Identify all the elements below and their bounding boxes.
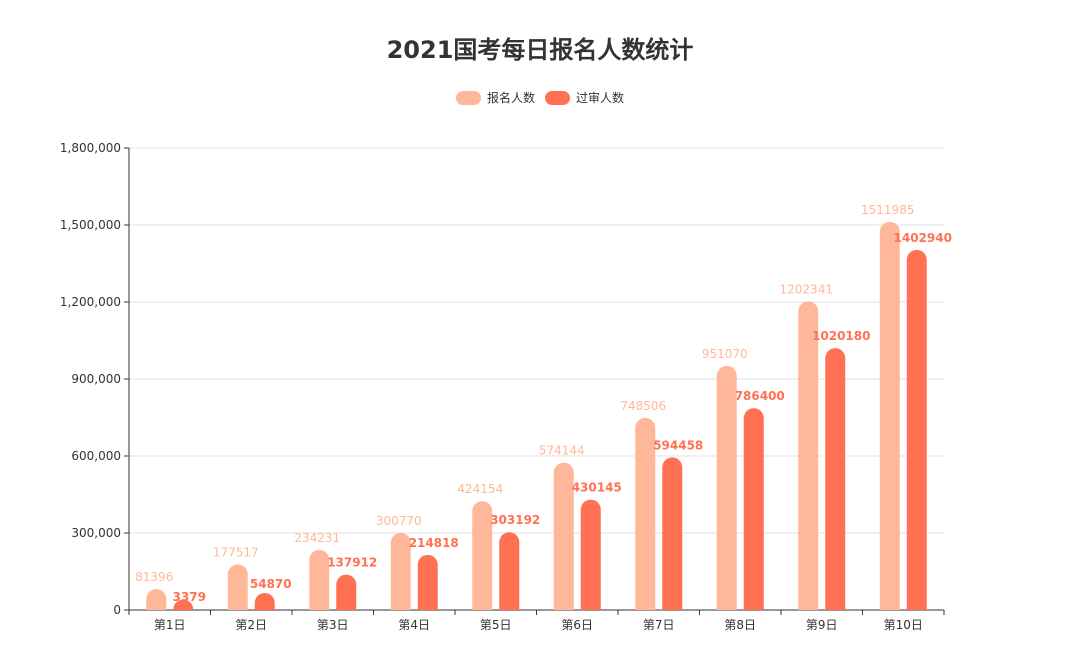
x-tick-label: 第8日 — [724, 618, 756, 632]
legend-item-series-0[interactable]: 报名人数 — [455, 89, 535, 106]
legend-swatch — [545, 90, 570, 105]
bar-registered — [227, 564, 248, 610]
bar-approved — [906, 249, 927, 610]
bar-registered — [472, 501, 493, 610]
bar-approved — [417, 554, 438, 610]
legend: 报名人数 过审人数 — [0, 89, 1080, 106]
data-label: 300770 — [376, 514, 422, 528]
data-label: 574144 — [539, 444, 585, 458]
bar-registered — [879, 221, 900, 611]
x-tick-label: 第10日 — [884, 618, 923, 632]
data-label: 786400 — [735, 389, 785, 403]
data-label: 424154 — [457, 482, 503, 496]
bar-registered — [635, 417, 656, 610]
x-tick-label: 第9日 — [806, 618, 838, 632]
bar-registered — [798, 301, 819, 610]
legend-item-series-1[interactable]: 过审人数 — [545, 89, 624, 106]
data-label: 137912 — [327, 556, 377, 570]
data-label: 54870 — [250, 577, 292, 591]
legend-label: 过审人数 — [576, 91, 625, 105]
data-label: 748506 — [620, 399, 666, 413]
bar-approved — [499, 532, 520, 610]
chart-title: 2021国考每日报名人数统计 — [386, 36, 694, 64]
data-label: 214818 — [409, 536, 459, 550]
x-tick-label: 第4日 — [398, 618, 430, 632]
data-label: 234231 — [294, 531, 340, 545]
bar-approved — [254, 592, 275, 610]
y-tick-label: 0 — [113, 603, 121, 617]
data-label: 1202341 — [780, 282, 833, 296]
y-tick-label: 900,000 — [71, 372, 121, 386]
y-tick-label: 1,200,000 — [60, 295, 121, 309]
y-tick-label: 300,000 — [71, 526, 121, 540]
x-tick-label: 第3日 — [317, 618, 349, 632]
x-tick-label: 第7日 — [643, 618, 675, 632]
data-label: 3379 — [173, 590, 206, 604]
data-label: 951070 — [702, 347, 748, 361]
bar-approved — [336, 574, 357, 610]
bar-approved — [173, 599, 194, 610]
legend-label: 报名人数 — [486, 91, 535, 105]
x-tick-label: 第5日 — [480, 618, 512, 632]
bar-approved — [825, 348, 846, 610]
data-label: 303192 — [490, 513, 540, 527]
bar-approved — [743, 408, 764, 610]
x-tick-label: 第1日 — [154, 618, 186, 632]
bar-approved — [662, 457, 683, 610]
data-label: 177517 — [213, 545, 259, 559]
bar-approved — [580, 499, 601, 610]
legend-swatch — [455, 90, 481, 105]
data-label: 430145 — [572, 481, 622, 495]
data-label: 594458 — [653, 438, 703, 452]
y-tick-label: 1,500,000 — [60, 218, 121, 232]
data-label: 1402940 — [894, 231, 952, 245]
bar-registered — [146, 589, 167, 610]
x-tick-label: 第2日 — [235, 618, 267, 632]
bar-registered — [309, 549, 330, 610]
bar-registered — [390, 532, 411, 610]
bar-registered — [716, 365, 737, 610]
data-label: 81396 — [135, 570, 173, 584]
x-tick-label: 第6日 — [561, 618, 593, 632]
data-label: 1020180 — [812, 329, 870, 343]
y-tick-label: 1,800,000 — [60, 141, 121, 155]
data-label: 1511985 — [861, 203, 914, 217]
bar-registered — [553, 462, 574, 610]
y-tick-label: 600,000 — [71, 449, 121, 463]
